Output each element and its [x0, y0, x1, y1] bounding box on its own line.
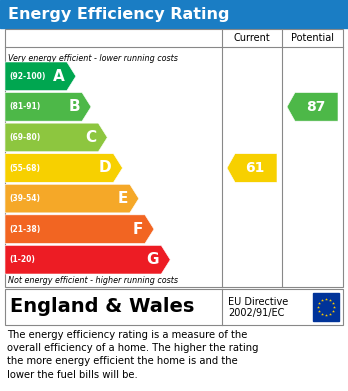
Text: (21-38): (21-38) — [9, 225, 40, 234]
Text: Not energy efficient - higher running costs: Not energy efficient - higher running co… — [8, 276, 178, 285]
Polygon shape — [5, 215, 154, 244]
Text: (1-20): (1-20) — [9, 255, 35, 264]
Polygon shape — [227, 154, 277, 182]
Text: Current: Current — [234, 33, 270, 43]
Text: (55-68): (55-68) — [9, 163, 40, 172]
Polygon shape — [5, 123, 107, 152]
Text: C: C — [85, 130, 96, 145]
Text: E: E — [117, 191, 128, 206]
Text: 2002/91/EC: 2002/91/EC — [228, 308, 284, 318]
Polygon shape — [5, 246, 170, 274]
Polygon shape — [287, 93, 338, 121]
Text: F: F — [133, 222, 143, 237]
Polygon shape — [5, 184, 139, 213]
Bar — [5, 29, 343, 287]
Polygon shape — [5, 62, 76, 91]
Text: D: D — [99, 160, 111, 176]
Text: The energy efficiency rating is a measure of the
overall efficiency of a home. T: The energy efficiency rating is a measur… — [7, 330, 259, 380]
Text: 61: 61 — [245, 161, 265, 175]
Bar — [5, 289, 343, 325]
Text: Potential: Potential — [291, 33, 334, 43]
Text: (69-80): (69-80) — [9, 133, 40, 142]
Text: (92-100): (92-100) — [9, 72, 45, 81]
Polygon shape — [5, 93, 91, 121]
Text: England & Wales: England & Wales — [10, 298, 195, 316]
Text: EU Directive: EU Directive — [228, 297, 288, 307]
Bar — [313, 293, 339, 321]
Text: Energy Efficiency Rating: Energy Efficiency Rating — [8, 7, 229, 22]
Text: G: G — [147, 252, 159, 267]
Text: B: B — [69, 99, 80, 114]
Polygon shape — [5, 154, 122, 182]
Text: Very energy efficient - lower running costs: Very energy efficient - lower running co… — [8, 54, 178, 63]
Text: 87: 87 — [306, 100, 325, 114]
Text: (81-91): (81-91) — [9, 102, 40, 111]
Bar — [0, 0, 348, 28]
Text: A: A — [53, 69, 65, 84]
Text: (39-54): (39-54) — [9, 194, 40, 203]
